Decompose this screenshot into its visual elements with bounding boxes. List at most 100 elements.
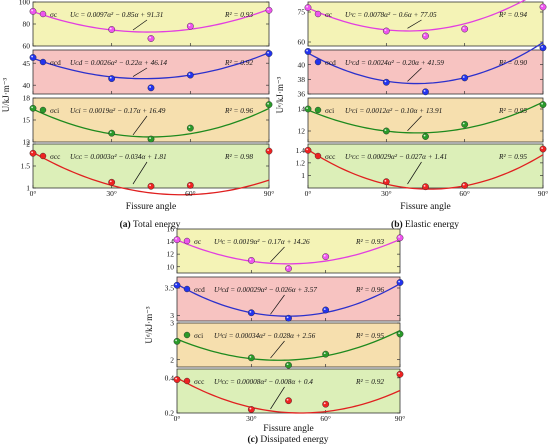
data-point-highlight <box>323 352 326 355</box>
data-point <box>304 146 312 154</box>
equation-pointer <box>407 19 422 29</box>
figure-caption: (b) Elastic energy <box>391 219 459 230</box>
data-point <box>461 121 469 128</box>
data-point <box>108 178 116 186</box>
panel-3: 0.2 0.4 σcc Uᵈᴄᴄ = 0.00008α² − 0.008α + 0.4… <box>165 368 404 418</box>
x-tick-label: 60° <box>185 189 196 198</box>
equation-pointer <box>132 115 148 136</box>
data-point-highlight <box>267 51 269 54</box>
r-squared: R² = 0.95 <box>355 331 384 340</box>
panel-2: 12 14 σci Uᵉᴄi = 0.0012α² − 0.10α + 13.91 R²… <box>298 97 547 143</box>
legend-marker <box>314 106 322 114</box>
panel-2: 2 3 σci Uᵈᴄi = 0.00034α² − 0.028α + 2.56 R² … <box>170 319 404 369</box>
data-point-highlight <box>149 137 152 140</box>
panel-background <box>307 143 544 189</box>
panel-3: 1 1.5 2 σcc Uᴄᴄ = 0.0003α² − 0.034α + 1.81 R²… <box>21 140 273 196</box>
figure-1: 60 75 σc Uᵉᴄ = 0.0078α² − 0.6α + 77.05 R² = … <box>275 0 548 230</box>
x-tick-label: 0° <box>30 189 37 198</box>
legend-series-name: σcd <box>325 58 336 67</box>
y-tick-label: 12 <box>23 138 31 147</box>
data-point-highlight <box>188 24 191 27</box>
data-point-highlight <box>462 122 465 125</box>
data-point <box>247 257 255 264</box>
data-point-highlight <box>109 180 112 183</box>
y-tick-label: 0.2 <box>165 409 175 418</box>
data-point-highlight <box>323 254 326 257</box>
fit-equation: Uᵉᴄᴄ = 0.00029α² − 0.027α + 1.41 <box>345 152 447 161</box>
data-point-highlight <box>423 90 426 92</box>
data-point-highlight <box>541 147 543 150</box>
y-tick-label: 12 <box>167 250 175 259</box>
data-point <box>304 105 312 113</box>
legend-marker <box>183 237 191 245</box>
caption-text: Total energy <box>131 220 181 230</box>
data-point <box>322 253 330 261</box>
data-point <box>396 234 404 242</box>
y-tick-label: 1.2 <box>296 158 306 167</box>
y-tick-label: 60 <box>298 38 306 47</box>
equation-pointer <box>407 161 422 185</box>
fit-equation: Uᵉᴄd = 0.0024α² − 0.20α + 41.59 <box>345 58 444 67</box>
r-squared: R² = 0.90 <box>498 58 527 67</box>
data-point <box>322 400 330 408</box>
y-axis-label: Uᵈ/kJ·m⁻³ <box>144 306 154 344</box>
panel-0: 10 12 14 16 σc Uᵈᴄ = 0.0019α² − 0.17α + 14.26… <box>167 225 404 274</box>
data-point <box>461 182 469 189</box>
data-point-highlight <box>306 148 308 151</box>
data-point-highlight <box>423 34 426 36</box>
data-point-highlight <box>249 310 252 313</box>
data-point-highlight <box>541 46 543 48</box>
figure-2: 10 12 14 16 σc Uᵈᴄ = 0.0019α² − 0.17α + 14.26… <box>144 225 405 445</box>
legend-series-name: σci <box>50 106 59 115</box>
panel-1: 3 3.5 σcd Uᵈᴄd = 0.00029α² − 0.026α + 3.57 R… <box>165 276 404 322</box>
panel-2: 12 15 18 σci Uᴄi = 0.0019α² − 0.17α + 16.49 R… <box>23 94 273 147</box>
y-axis-label: Uᵉ/kJ·m⁻³ <box>275 76 285 113</box>
y-tick-label: 16 <box>167 225 175 234</box>
equation-pointer <box>270 386 285 410</box>
data-point-highlight <box>149 86 152 88</box>
caption-letter: (b) <box>391 219 403 230</box>
data-point <box>108 75 116 83</box>
legend-marker <box>39 152 47 160</box>
data-point <box>461 74 469 82</box>
figure-caption: (a) Total energy <box>120 219 181 230</box>
legend-marker <box>314 10 322 18</box>
legend-marker <box>39 58 47 66</box>
data-point-highlight <box>398 236 400 238</box>
data-point-highlight <box>267 102 269 105</box>
legend-series-name: σci <box>325 106 334 115</box>
r-squared: R² = 0.93 <box>355 237 384 246</box>
y-tick-label: 1 <box>26 184 30 193</box>
data-point-highlight <box>109 27 112 30</box>
fit-equation: Uᴄi = 0.0019α² − 0.17α + 16.49 <box>70 106 166 115</box>
y-tick-label: 36 <box>298 90 306 99</box>
data-point <box>173 236 181 244</box>
data-point-highlight <box>31 9 33 12</box>
data-point <box>396 330 404 338</box>
data-point <box>382 78 390 86</box>
data-point-highlight <box>384 179 387 182</box>
data-point <box>461 25 469 33</box>
caption-text: Elastic energy <box>403 220 460 230</box>
data-point-highlight <box>267 8 269 11</box>
legend-series-name: σc <box>50 10 58 19</box>
equation-pointer <box>270 246 285 263</box>
data-point <box>108 26 116 33</box>
legend-series-name: σcd <box>194 285 205 294</box>
data-point <box>186 124 194 132</box>
data-point <box>173 281 181 289</box>
r-squared: R² = 0.92 <box>355 377 384 386</box>
data-point-highlight <box>31 55 33 58</box>
data-point <box>285 265 292 272</box>
x-axis-label: Fissure angle <box>263 424 313 434</box>
panel-1: 36 38 40 σcd Uᵉᴄd = 0.0024α² − 0.20α + 41.59… <box>298 41 547 99</box>
data-point-highlight <box>398 332 400 334</box>
equation-pointer <box>132 67 148 77</box>
x-tick-label: 90° <box>395 414 406 423</box>
y-tick-label: 3 <box>170 319 174 328</box>
x-tick-label: 30° <box>246 414 257 423</box>
r-squared: R² = 0.94 <box>498 10 527 19</box>
data-point <box>285 361 292 369</box>
data-point <box>265 147 273 155</box>
data-point <box>108 129 116 137</box>
